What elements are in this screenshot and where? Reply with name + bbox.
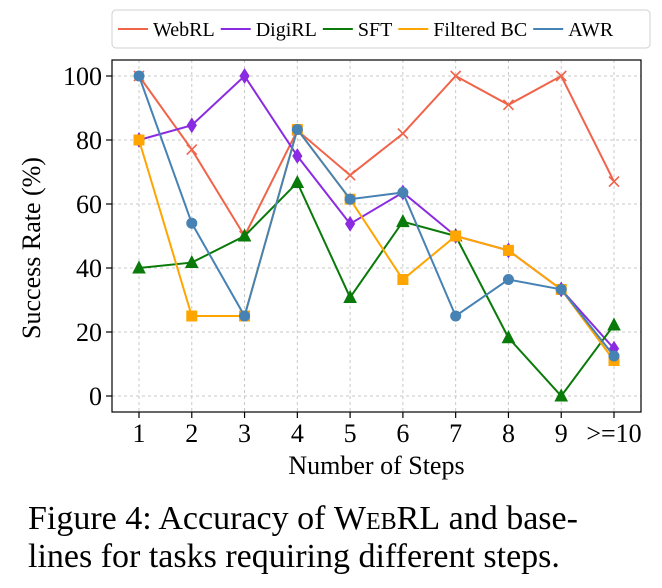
data-point-webrl [186, 144, 198, 156]
data-point-webrl [608, 176, 620, 188]
legend-item-sft: SFT [322, 19, 392, 41]
legend-label-awr: AWR [568, 19, 614, 41]
data-point-digirl [239, 68, 250, 84]
series-webrl [133, 70, 620, 242]
series-digirl [133, 68, 620, 357]
caption-line1-rest: and base- [440, 500, 578, 537]
x-tick-label: 3 [238, 419, 251, 448]
series-sft [132, 174, 621, 402]
data-point-sft [396, 214, 410, 228]
data-point-awr [450, 310, 462, 322]
series-line-filtered-bc [138, 127, 615, 362]
data-point-sft [290, 174, 305, 189]
axes: 0 20 40 60 80 100 1 2 3 4 5 6 7 8 9 >=10 [63, 59, 642, 448]
series-line-webrl [138, 74, 615, 239]
line-chart: 0 20 40 60 80 100 1 2 3 4 5 6 7 8 9 >=10 WebRL DigiRL SFT… [17, 9, 651, 480]
y-axis-label: Success Rate (%) [17, 157, 46, 339]
data-point-webrl [344, 169, 356, 181]
series-line-digirl [138, 74, 615, 350]
data-point-digirl [292, 148, 303, 164]
data-point-webrl [555, 70, 567, 82]
caption-name: WebRL [333, 500, 441, 537]
x-tick-label: 7 [449, 419, 462, 448]
x-tick-label: 6 [396, 419, 409, 448]
data-point-digirl [186, 117, 197, 134]
caption-line2: lines for tasks requiring different step… [28, 538, 560, 575]
caption-prefix: Figure 4: Accuracy of [28, 500, 334, 537]
series-awr [133, 70, 620, 362]
y-tick-label: 100 [63, 62, 102, 91]
x-tick-label: 2 [185, 419, 198, 448]
data-point-webrl [397, 128, 409, 140]
data-point-awr [608, 350, 620, 362]
series-filtered-bc [133, 123, 620, 366]
y-tick-label: 20 [76, 318, 102, 347]
legend-label-digirl: DigiRL [256, 19, 317, 41]
data-point-awr [186, 217, 198, 229]
data-point-sft [343, 289, 357, 303]
data-point-awr [397, 186, 409, 198]
data-point-awr [291, 123, 303, 135]
x-tick-label: 9 [555, 419, 568, 448]
data-point-awr [133, 70, 145, 82]
series-line-awr [138, 75, 615, 357]
legend-box [111, 9, 651, 49]
legend-label-webrl: WebRL [153, 19, 215, 41]
legend-label-filtered-bc: Filtered BC [433, 19, 527, 41]
plot-frame [111, 59, 642, 413]
y-tick-label: 40 [76, 254, 102, 283]
legend: WebRL DigiRL SFT Filtered BC AWR [111, 9, 651, 49]
data-point-filtered-bc [133, 134, 145, 146]
figure-caption: Figure 4: Accuracy of WebRL and base-lin… [28, 500, 658, 576]
y-tick-label: 0 [89, 382, 102, 411]
series-layer [132, 68, 621, 402]
data-point-sft [237, 228, 252, 242]
x-axis-label: Number of Steps [288, 451, 464, 480]
x-tick-label: 8 [502, 419, 515, 448]
data-point-sft [184, 254, 199, 269]
data-point-sft [501, 330, 516, 344]
data-point-filtered-bc [450, 230, 462, 242]
legend-item-awr: AWR [533, 19, 614, 41]
data-point-awr [344, 193, 356, 205]
data-point-filtered-bc [186, 310, 198, 322]
legend-label-sft: SFT [358, 19, 392, 41]
data-point-sft [554, 388, 569, 402]
x-tick-label: 1 [133, 419, 146, 448]
data-point-sft [132, 260, 146, 274]
legend-item-webrl: WebRL [118, 19, 215, 41]
data-point-awr [555, 283, 567, 295]
x-tick-label: >=10 [586, 419, 641, 448]
data-point-webrl [502, 99, 515, 111]
data-point-awr [502, 274, 514, 286]
y-tick-label: 60 [76, 190, 102, 219]
data-point-awr [239, 310, 251, 322]
legend-item-digirl: DigiRL [220, 19, 317, 41]
data-point-filtered-bc [397, 274, 409, 286]
series-line-sft [138, 180, 615, 398]
x-tick-label: 5 [344, 419, 357, 448]
data-point-sft [607, 317, 621, 331]
grid-lines [112, 60, 641, 412]
y-tick-label: 80 [76, 126, 102, 155]
data-point-digirl [345, 215, 356, 232]
data-point-webrl [450, 70, 462, 82]
x-tick-label: 4 [291, 419, 304, 448]
legend-item-filtered-bc: Filtered BC [398, 19, 527, 41]
data-point-filtered-bc [502, 244, 514, 256]
